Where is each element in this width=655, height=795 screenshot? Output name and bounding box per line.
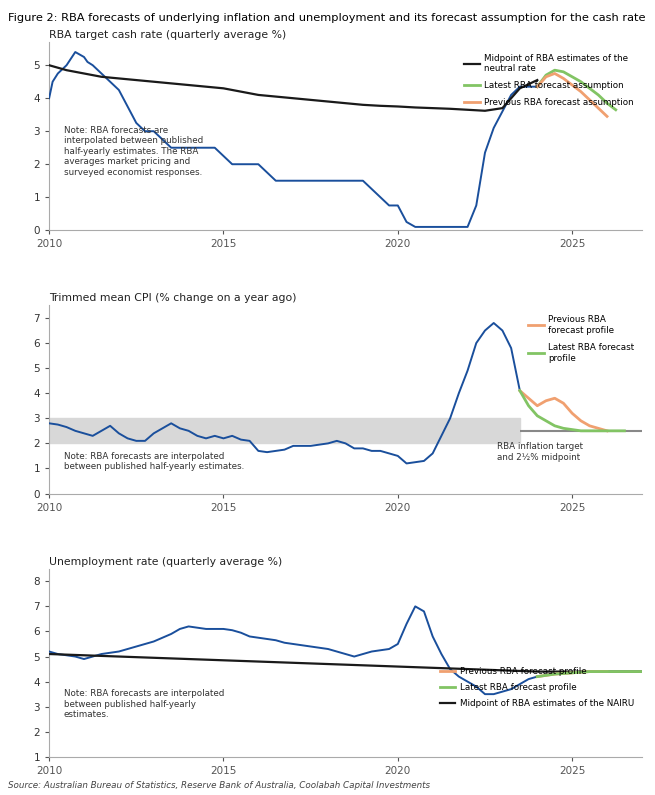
Text: Source: Australian Bureau of Statistics, Reserve Bank of Australia, Coolabah Cap: Source: Australian Bureau of Statistics,… bbox=[8, 781, 430, 790]
Text: RBA inflation target
and 2½% midpoint: RBA inflation target and 2½% midpoint bbox=[496, 443, 583, 462]
Text: Note: RBA forecasts are interpolated
between published half-yearly
estimates.: Note: RBA forecasts are interpolated bet… bbox=[64, 689, 224, 719]
Text: Note: RBA forecasts are
interpolated between published
half-yearly estimates. Th: Note: RBA forecasts are interpolated bet… bbox=[64, 126, 203, 176]
Legend: Previous RBA
forecast profile, Latest RBA forecast
profile: Previous RBA forecast profile, Latest RB… bbox=[524, 312, 637, 366]
Text: Figure 2: RBA forecasts of underlying inflation and unemployment and its forecas: Figure 2: RBA forecasts of underlying in… bbox=[8, 13, 645, 23]
Text: Unemployment rate (quarterly average %): Unemployment rate (quarterly average %) bbox=[49, 556, 282, 567]
Text: RBA target cash rate (quarterly average %): RBA target cash rate (quarterly average … bbox=[49, 30, 286, 40]
Legend: Midpoint of RBA estimates of the
neutral rate, Latest RBA forecast assumption, P: Midpoint of RBA estimates of the neutral… bbox=[460, 50, 637, 111]
Text: Note: RBA forecasts are interpolated
between published half-yearly estimates.: Note: RBA forecasts are interpolated bet… bbox=[64, 452, 244, 471]
Bar bbox=[49, 418, 520, 444]
Text: Trimmed mean CPI (% change on a year ago): Trimmed mean CPI (% change on a year ago… bbox=[49, 293, 297, 303]
Legend: Previous RBA forecast profile, Latest RBA forecast profile, Midpoint of RBA esti: Previous RBA forecast profile, Latest RB… bbox=[436, 663, 637, 712]
